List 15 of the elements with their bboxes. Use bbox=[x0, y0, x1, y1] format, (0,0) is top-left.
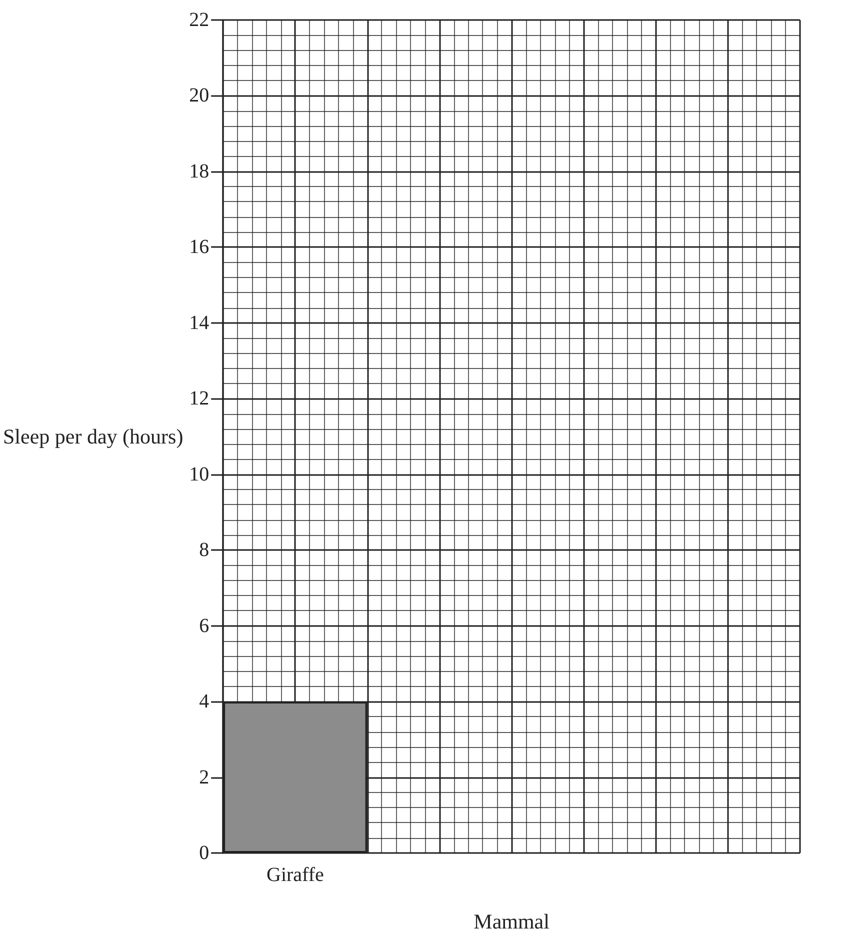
y-axis-title: Sleep per day (hours) bbox=[2, 424, 184, 448]
y-tick-label: 10 bbox=[189, 463, 210, 486]
x-axis-title: Mammal bbox=[474, 910, 550, 934]
y-tick-label: 6 bbox=[199, 614, 210, 637]
y-tick-label: 20 bbox=[189, 84, 210, 107]
y-tick-label: 18 bbox=[189, 160, 210, 182]
y-tick-label: 4 bbox=[199, 690, 210, 713]
y-tick-label: 8 bbox=[199, 539, 210, 562]
y-tick-label: 12 bbox=[189, 388, 210, 410]
x-tick-label: Giraffe bbox=[266, 864, 324, 886]
y-tick-label: 2 bbox=[199, 766, 210, 788]
y-tick-label: 16 bbox=[189, 236, 210, 258]
y-tick-label: 14 bbox=[189, 312, 210, 334]
y-tick-label: 0 bbox=[199, 842, 210, 864]
y-tick-label: 22 bbox=[189, 9, 210, 31]
